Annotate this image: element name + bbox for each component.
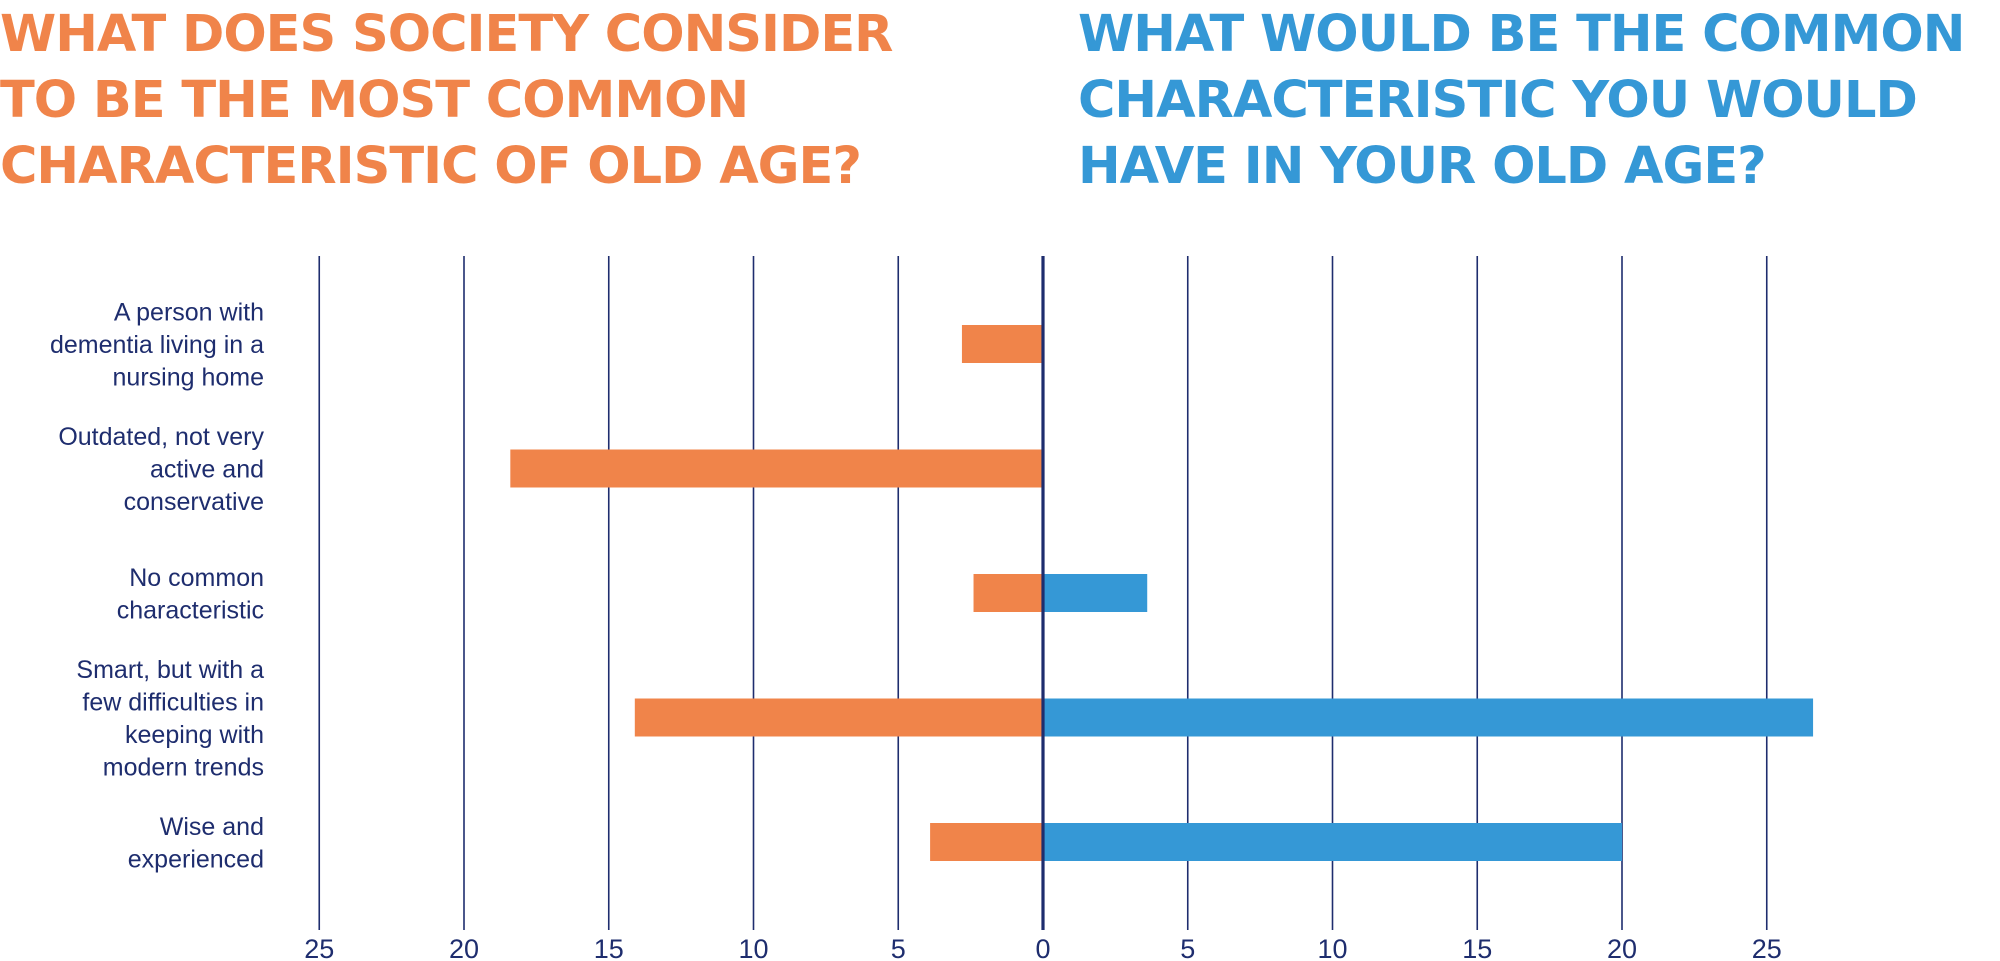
bar-self bbox=[1043, 823, 1622, 861]
bar-self bbox=[1043, 574, 1148, 612]
bar-society bbox=[930, 823, 1043, 861]
x-tick-label: 15 bbox=[594, 934, 624, 961]
bar-society bbox=[973, 574, 1043, 612]
right-title-line: CHARACTERISTIC YOU WOULD bbox=[1078, 71, 1918, 130]
category-label-line: experienced bbox=[128, 845, 264, 873]
category-label-line: A person with bbox=[114, 299, 264, 327]
category-label-line: nursing home bbox=[113, 364, 264, 392]
left-chart-title: WHAT DOES SOCIETY CONSIDER TO BE THE MOS… bbox=[0, 2, 893, 200]
category-label-line: Smart, but with a bbox=[76, 656, 264, 684]
category-label-line: modern trends bbox=[103, 753, 264, 781]
x-tick-label: 10 bbox=[738, 934, 768, 961]
category-label-line: Wise and bbox=[160, 813, 264, 841]
x-tick-label: 20 bbox=[449, 934, 479, 961]
left-title-line: TO BE THE MOST COMMON bbox=[0, 71, 749, 130]
category-label-line: few difficulties in bbox=[82, 688, 264, 716]
x-tick-label: 0 bbox=[1035, 934, 1050, 961]
bar-society bbox=[634, 698, 1043, 737]
category-label: Outdated, not very active and conservative bbox=[58, 423, 264, 516]
left-title-line: CHARACTERISTIC OF OLD AGE? bbox=[0, 137, 862, 196]
x-tick-label: 25 bbox=[304, 934, 334, 961]
right-title-line: HAVE IN YOUR OLD AGE? bbox=[1078, 137, 1767, 196]
category-label: A person with dementia living in a nursing… bbox=[50, 299, 264, 392]
x-tick-label: 5 bbox=[1180, 934, 1195, 961]
category-label-line: No common bbox=[129, 564, 264, 592]
x-tick-label: 20 bbox=[1607, 934, 1637, 961]
left-title-line: WHAT DOES SOCIETY CONSIDER bbox=[0, 5, 893, 64]
x-tick-label: 15 bbox=[1462, 934, 1492, 961]
bar-society bbox=[510, 449, 1043, 488]
category-label-line: conservative bbox=[124, 488, 264, 516]
bar-self bbox=[1043, 698, 1814, 737]
right-chart-title: WHAT WOULD BE THE COMMON CHARACTERISTIC … bbox=[1078, 2, 1965, 200]
x-tick-label: 5 bbox=[891, 934, 906, 961]
category-label: Wise and experienced bbox=[128, 813, 264, 874]
category-label-line: active and bbox=[150, 456, 264, 484]
right-title-line: WHAT WOULD BE THE COMMON bbox=[1078, 5, 1965, 64]
category-label-line: characteristic bbox=[117, 596, 264, 624]
category-label-line: keeping with bbox=[125, 721, 264, 749]
category-label-line: dementia living in a bbox=[50, 331, 264, 359]
category-label: Smart, but with a few difficulties in keep… bbox=[76, 656, 264, 782]
category-label: No common characteristic bbox=[117, 564, 264, 625]
bar-society bbox=[961, 325, 1043, 363]
x-tick-label: 10 bbox=[1317, 934, 1347, 961]
category-label-line: Outdated, not very bbox=[58, 423, 264, 451]
x-tick-label: 25 bbox=[1752, 934, 1782, 961]
